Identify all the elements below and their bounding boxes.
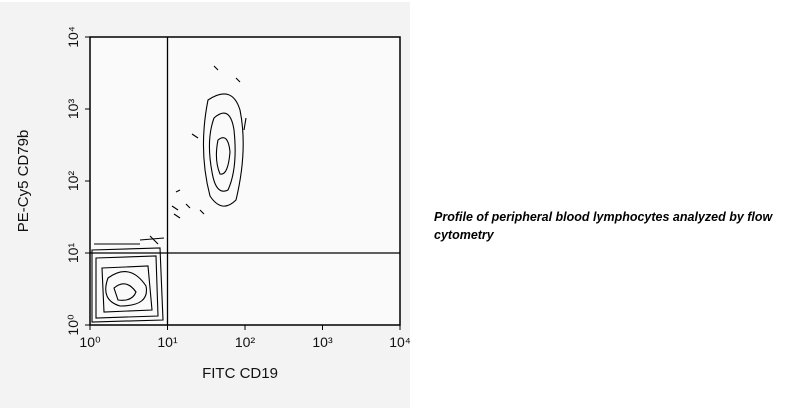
y-tick-label: 10²	[65, 171, 81, 192]
x-tick-label: 10⁴	[389, 334, 411, 350]
y-axis-label: PE-Cy5 CD79b	[15, 130, 32, 233]
x-tick-label: 10⁰	[79, 334, 101, 350]
chart: FITC CD19 PE-Cy5 CD79b 10⁰ 10¹ 10² 10³ 10⁴ 10…	[0, 2, 411, 408]
x-tick-label: 10¹	[157, 334, 178, 350]
y-tick-label: 10¹	[65, 243, 81, 264]
y-tick-label: 10⁴	[65, 26, 81, 48]
caption: Profile of peripheral blood lymphocytes …	[434, 210, 773, 242]
y-tick-label: 10³	[65, 99, 81, 120]
x-tick-label: 10³	[312, 334, 333, 350]
plot-frame	[89, 36, 401, 326]
x-axis-label: FITC CD19	[202, 365, 278, 382]
contours	[91, 65, 247, 323]
x-tick-label: 10²	[235, 334, 256, 350]
y-tick-label: 10⁰	[65, 314, 81, 336]
